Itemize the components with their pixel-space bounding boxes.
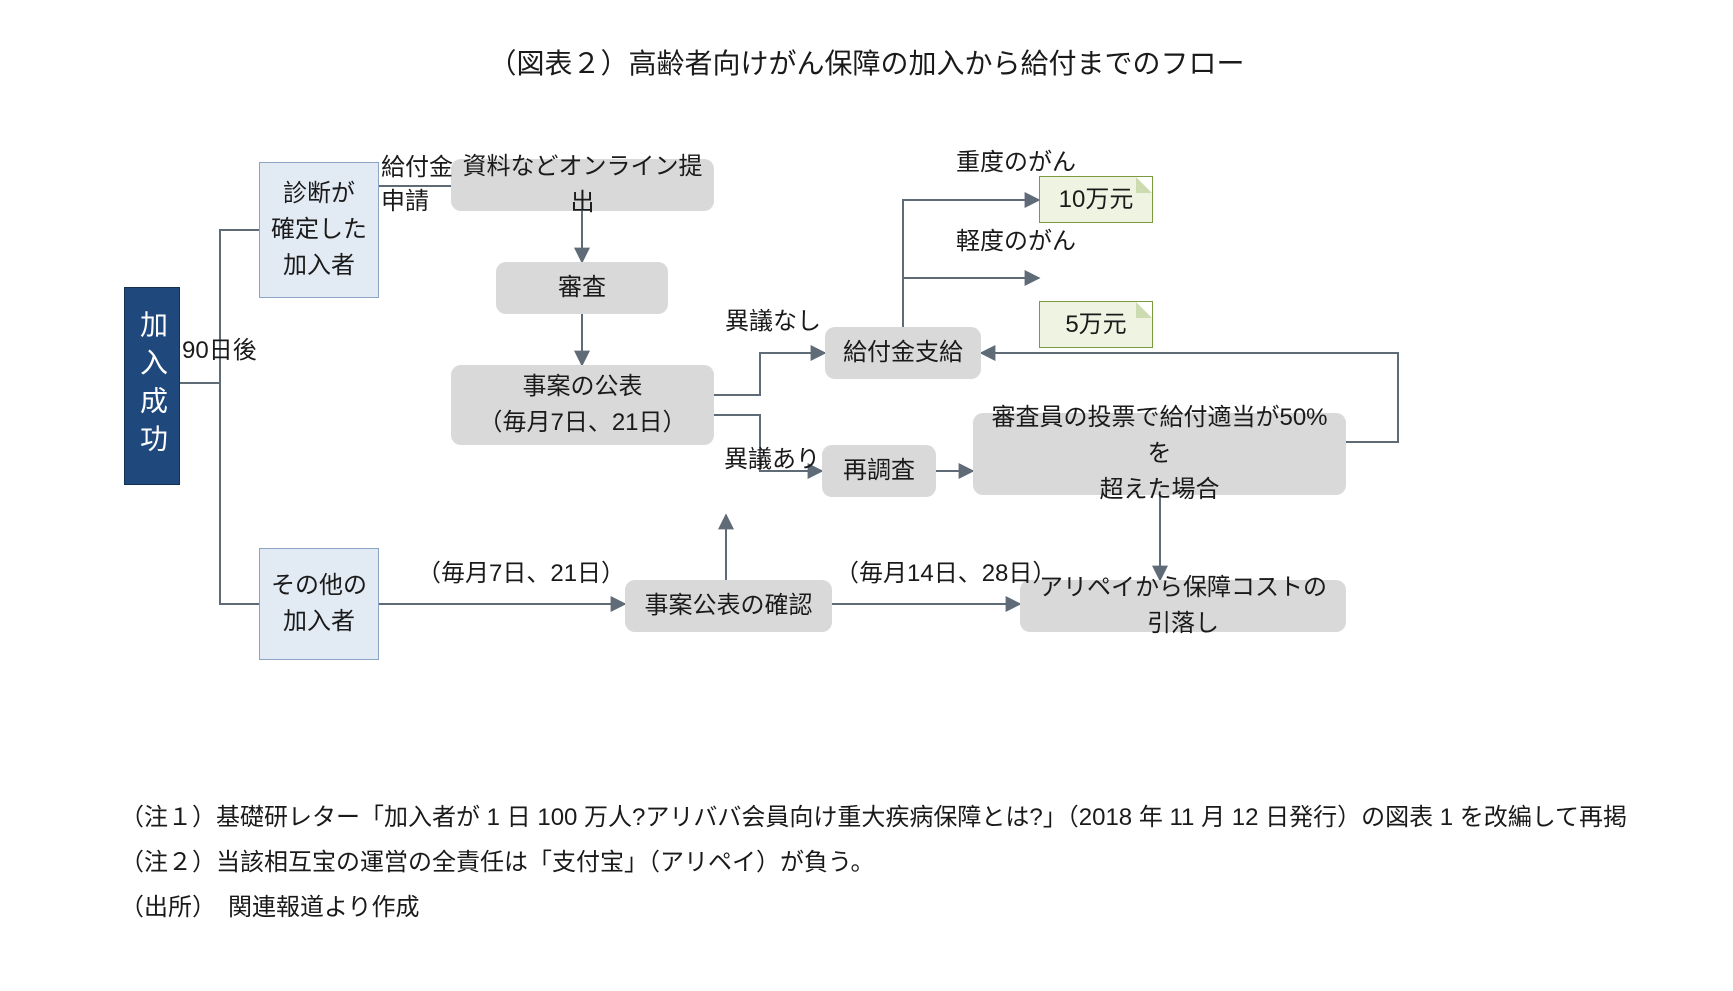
label-no-objection: 異議なし	[725, 305, 821, 339]
node-reinvestigate: 再調査	[822, 445, 936, 497]
footnote-1: （注１）基礎研レター「加入者が 1 日 100 万人?アリババ会員向け重大疾病保…	[120, 795, 1627, 841]
fold-icon	[1136, 177, 1152, 193]
node-submit-online: 資料などオンライン提出	[451, 159, 714, 211]
label-90days: 90日後	[182, 334, 257, 368]
node-publish-case: 事案の公表（毎月7日、21日）	[451, 365, 714, 445]
diagram-canvas: （図表２）高齢者向けがん保障の加入から給付までのフロー 加入成功 診断が確定した…	[0, 0, 1733, 991]
fold-icon	[1136, 302, 1152, 318]
node-payout: 給付金支給	[825, 327, 981, 379]
node-diagnosed-member: 診断が確定した加入者	[259, 162, 379, 298]
label-objection: 異議あり	[724, 443, 820, 477]
label-monthly-7-21: （毎月7日、21日）	[417, 557, 625, 591]
node-review: 審査	[496, 262, 668, 314]
label-monthly-14-28: （毎月14日、28日）	[835, 557, 1056, 591]
footnote-2: （注２）当該相互宝の運営の全責任は「支付宝」（アリペイ）が負う。	[120, 840, 875, 886]
node-confirm-publication: 事案公表の確認	[625, 580, 832, 632]
label-mild-cancer: 軽度のがん	[956, 225, 1076, 259]
node-other-members: その他の加入者	[259, 548, 379, 660]
node-join-success: 加入成功	[124, 287, 180, 485]
label-severe-cancer: 重度のがん	[956, 146, 1076, 180]
amount-high-label: 10万元	[1059, 182, 1134, 218]
diagram-title: （図表２）高齢者向けがん保障の加入から給付までのフロー	[0, 42, 1733, 82]
node-alipay-deduction: アリペイから保障コストの引落し	[1020, 580, 1346, 632]
amount-low-label: 5万元	[1065, 307, 1126, 343]
node-amount-high: 10万元	[1039, 176, 1153, 223]
node-amount-low: 5万元	[1039, 301, 1153, 348]
footnote-src: （出所） 関連報道より作成	[120, 885, 420, 931]
node-vote: 審査員の投票で給付適当が50%を超えた場合	[973, 413, 1346, 495]
label-claim: 給付金申請	[381, 151, 453, 218]
